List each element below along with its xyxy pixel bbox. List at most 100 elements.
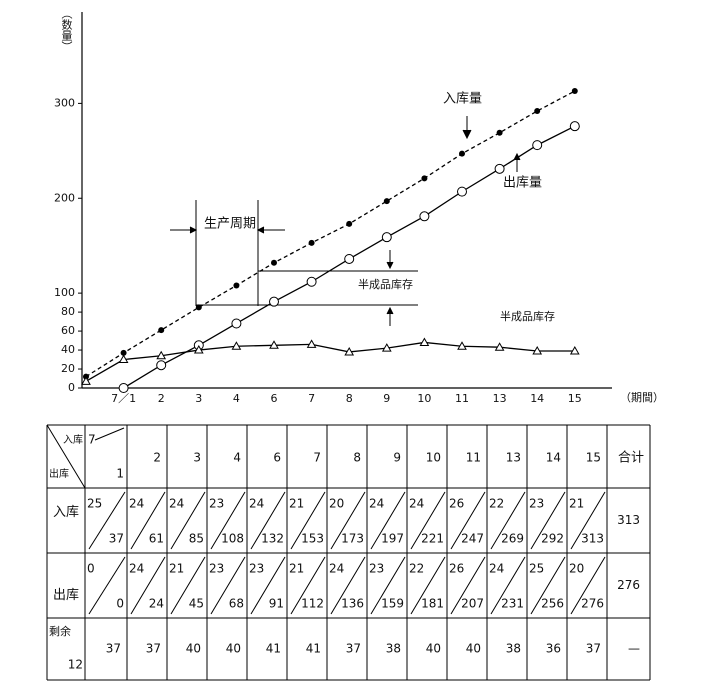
point	[233, 282, 240, 289]
cell-diagonal	[530, 556, 566, 615]
point	[344, 253, 355, 264]
cell: 24	[129, 497, 144, 511]
cell: 197	[381, 532, 404, 546]
cell: 37	[106, 642, 121, 656]
cell: 37	[109, 532, 124, 546]
cell: 20	[569, 562, 584, 576]
cell: 20	[329, 497, 344, 511]
point	[271, 259, 277, 266]
cell: 276	[581, 597, 604, 611]
cell: 269	[501, 532, 524, 546]
point	[494, 342, 505, 351]
cell-diagonal	[570, 556, 606, 615]
cell: 173	[341, 532, 364, 546]
cell: 207	[461, 597, 484, 611]
point	[344, 346, 355, 356]
cell: 21	[289, 497, 304, 511]
point	[306, 276, 317, 287]
x-tick-label: 15	[568, 392, 582, 405]
x-tick-label: 13	[493, 392, 507, 405]
cell: 247	[461, 532, 484, 546]
cell: 132	[261, 532, 284, 546]
cell: 37	[346, 642, 361, 656]
cell-diagonal	[290, 491, 326, 550]
cell-diagonal	[490, 491, 526, 550]
point	[231, 318, 242, 329]
cell-diagonal	[370, 491, 406, 550]
header-cell: 2	[153, 451, 161, 465]
x-axis-label: （期間）	[620, 391, 664, 404]
point	[120, 349, 127, 356]
cell: 23	[529, 497, 544, 511]
cell: 45	[189, 597, 204, 611]
point	[496, 129, 503, 136]
cell: 21	[289, 562, 304, 576]
cell: 276	[617, 578, 640, 592]
cell: 40	[226, 642, 241, 656]
table-diagonal	[94, 427, 125, 441]
header-cell: 15	[586, 451, 601, 465]
header-cell: 6	[273, 451, 281, 465]
cell-diagonal	[450, 556, 486, 615]
cell: 24	[369, 497, 384, 511]
cell-diagonal	[130, 491, 166, 550]
cell: 24	[249, 497, 264, 511]
point	[571, 88, 578, 95]
cell: 221	[421, 532, 444, 546]
point	[195, 304, 202, 311]
y-tick-label: 0	[68, 381, 75, 394]
series-line	[85, 90, 576, 378]
cell: 22	[409, 562, 424, 576]
cell: 231	[501, 597, 524, 611]
x-tick-label: 2	[158, 392, 165, 405]
cell: 38	[386, 642, 401, 656]
point	[457, 186, 467, 197]
cell: 24	[409, 497, 424, 511]
cell-diagonal	[330, 491, 366, 550]
row-label: 出库	[53, 587, 79, 603]
cell-diagonal	[570, 491, 606, 550]
cell: 25	[87, 497, 102, 511]
cell-diagonal	[170, 491, 206, 550]
cell: 85	[189, 532, 204, 546]
point	[569, 121, 580, 132]
row-label: 入库	[53, 504, 79, 520]
cell-diagonal	[210, 491, 246, 550]
cell: 24	[489, 562, 504, 576]
cell: 136	[341, 597, 364, 611]
cell-diagonal	[410, 491, 446, 550]
point	[158, 327, 165, 334]
y-tick-label: 20	[61, 362, 75, 375]
header-cell: 10	[426, 451, 441, 465]
point	[269, 340, 279, 349]
cell-diagonal	[370, 556, 406, 615]
cell-diagonal	[450, 491, 486, 550]
x-tick-label: 4	[233, 392, 240, 405]
row-label: 剩余	[49, 624, 71, 638]
point	[419, 337, 430, 346]
cell: 181	[421, 597, 444, 611]
cell: 12	[68, 658, 83, 672]
point	[308, 239, 315, 246]
cell: 313	[581, 532, 604, 546]
point	[118, 354, 129, 364]
header-cell: 4	[233, 451, 241, 465]
x-tick-label: 7／1	[111, 392, 136, 405]
x-tick-label: 10	[417, 392, 431, 405]
cell-diagonal	[210, 556, 246, 615]
header-cell: 8	[353, 451, 361, 465]
point	[118, 383, 129, 393]
cell: 24	[169, 497, 184, 511]
point	[532, 140, 543, 151]
cell: 23	[209, 497, 224, 511]
cell: 159	[381, 597, 404, 611]
series-label: 半成品库存	[500, 309, 555, 323]
cell: 25	[529, 562, 544, 576]
point	[534, 107, 541, 114]
cell: 21	[169, 562, 184, 576]
cell-diagonal	[170, 556, 206, 615]
point	[193, 345, 204, 354]
cell-diagonal	[88, 556, 126, 615]
cell: 24	[329, 562, 344, 576]
